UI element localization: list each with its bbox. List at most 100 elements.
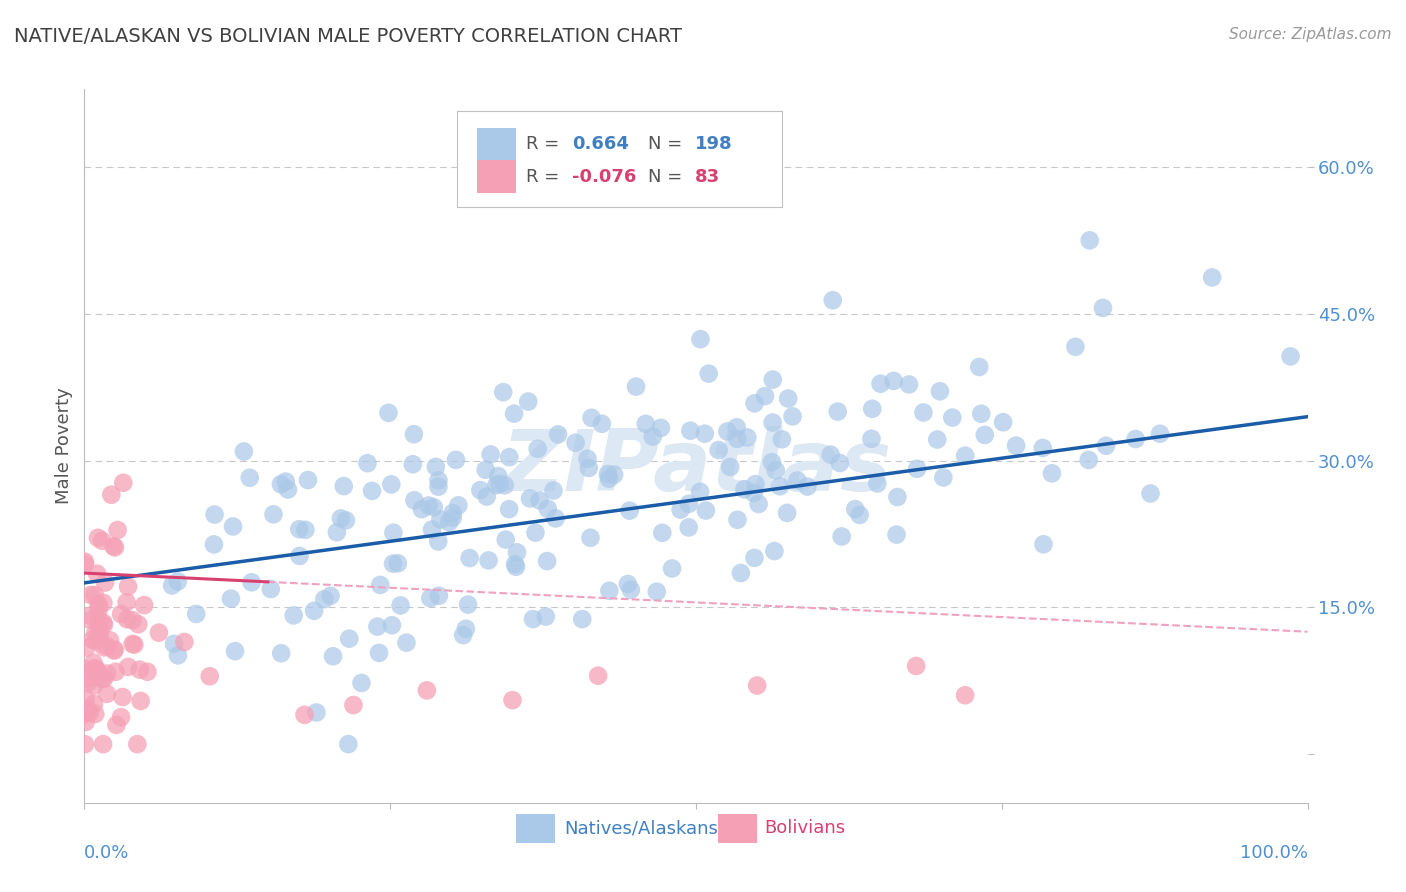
- Point: [350, 676, 373, 690]
- Point: [831, 529, 853, 543]
- Point: [148, 625, 170, 640]
- Point: [441, 510, 464, 524]
- Text: N =: N =: [648, 135, 682, 153]
- Point: [524, 525, 547, 540]
- Point: [1064, 340, 1087, 354]
- Point: [297, 473, 319, 487]
- Point: [79, 671, 101, 685]
- Point: [603, 467, 626, 482]
- Point: [402, 427, 425, 442]
- FancyBboxPatch shape: [718, 814, 758, 844]
- Point: [661, 561, 683, 575]
- Point: [470, 483, 492, 497]
- Point: [377, 406, 399, 420]
- Point: [202, 537, 225, 551]
- Point: [506, 545, 529, 559]
- Point: [84, 625, 107, 640]
- Point: [744, 477, 766, 491]
- Point: [337, 632, 360, 646]
- Point: [536, 554, 558, 568]
- Point: [86, 566, 108, 581]
- Point: [498, 502, 520, 516]
- Point: [342, 698, 364, 712]
- Point: [419, 591, 441, 606]
- Point: [368, 646, 391, 660]
- FancyBboxPatch shape: [457, 111, 782, 207]
- Point: [620, 582, 643, 597]
- Point: [634, 417, 657, 431]
- Point: [578, 461, 600, 475]
- Point: [748, 497, 770, 511]
- Point: [104, 541, 127, 555]
- Point: [498, 450, 520, 464]
- Point: [382, 557, 405, 571]
- Point: [645, 584, 668, 599]
- Point: [929, 384, 952, 399]
- Point: [596, 467, 619, 481]
- Point: [492, 385, 515, 400]
- Point: [93, 617, 115, 632]
- Point: [1095, 439, 1118, 453]
- Point: [402, 457, 425, 471]
- Point: [763, 544, 786, 558]
- Point: [76, 640, 98, 655]
- Point: [488, 476, 510, 491]
- Text: 100.0%: 100.0%: [1240, 844, 1308, 863]
- Point: [495, 533, 517, 547]
- Point: [83, 588, 105, 602]
- Point: [479, 447, 502, 461]
- Text: Source: ZipAtlas.com: Source: ZipAtlas.com: [1229, 27, 1392, 42]
- Point: [869, 376, 891, 391]
- Point: [778, 392, 800, 406]
- Point: [678, 497, 700, 511]
- Point: [84, 634, 107, 648]
- Point: [651, 525, 673, 540]
- Point: [451, 628, 474, 642]
- Point: [76, 702, 98, 716]
- Point: [730, 566, 752, 580]
- Point: [953, 449, 976, 463]
- Point: [727, 513, 749, 527]
- Point: [762, 416, 785, 430]
- Point: [1077, 453, 1099, 467]
- Point: [173, 635, 195, 649]
- Point: [283, 608, 305, 623]
- Point: [387, 556, 409, 570]
- Point: [107, 523, 129, 537]
- Point: [457, 598, 479, 612]
- Point: [302, 604, 325, 618]
- Point: [117, 579, 139, 593]
- Point: [332, 479, 354, 493]
- Text: NATIVE/ALASKAN VS BOLIVIAN MALE POVERTY CORRELATION CHART: NATIVE/ALASKAN VS BOLIVIAN MALE POVERTY …: [14, 27, 682, 45]
- Point: [828, 456, 851, 470]
- Point: [503, 557, 526, 571]
- Point: [718, 460, 741, 475]
- Point: [105, 718, 128, 732]
- Point: [485, 478, 508, 492]
- Point: [883, 374, 905, 388]
- Point: [579, 531, 602, 545]
- Point: [75, 714, 97, 729]
- Text: 0.0%: 0.0%: [84, 844, 129, 863]
- Point: [129, 694, 152, 708]
- Text: R =: R =: [526, 168, 560, 186]
- Point: [429, 512, 451, 526]
- Point: [725, 420, 748, 434]
- Point: [90, 672, 112, 686]
- Point: [240, 575, 263, 590]
- Point: [366, 619, 388, 633]
- Point: [886, 490, 908, 504]
- Point: [941, 410, 963, 425]
- Point: [761, 455, 783, 469]
- Point: [418, 499, 440, 513]
- Point: [93, 615, 115, 630]
- Point: [886, 527, 908, 541]
- Point: [1078, 233, 1101, 247]
- Point: [543, 483, 565, 498]
- Point: [905, 659, 928, 673]
- Point: [991, 415, 1014, 429]
- Point: [294, 707, 316, 722]
- Point: [270, 646, 292, 660]
- Point: [447, 499, 470, 513]
- Point: [427, 589, 450, 603]
